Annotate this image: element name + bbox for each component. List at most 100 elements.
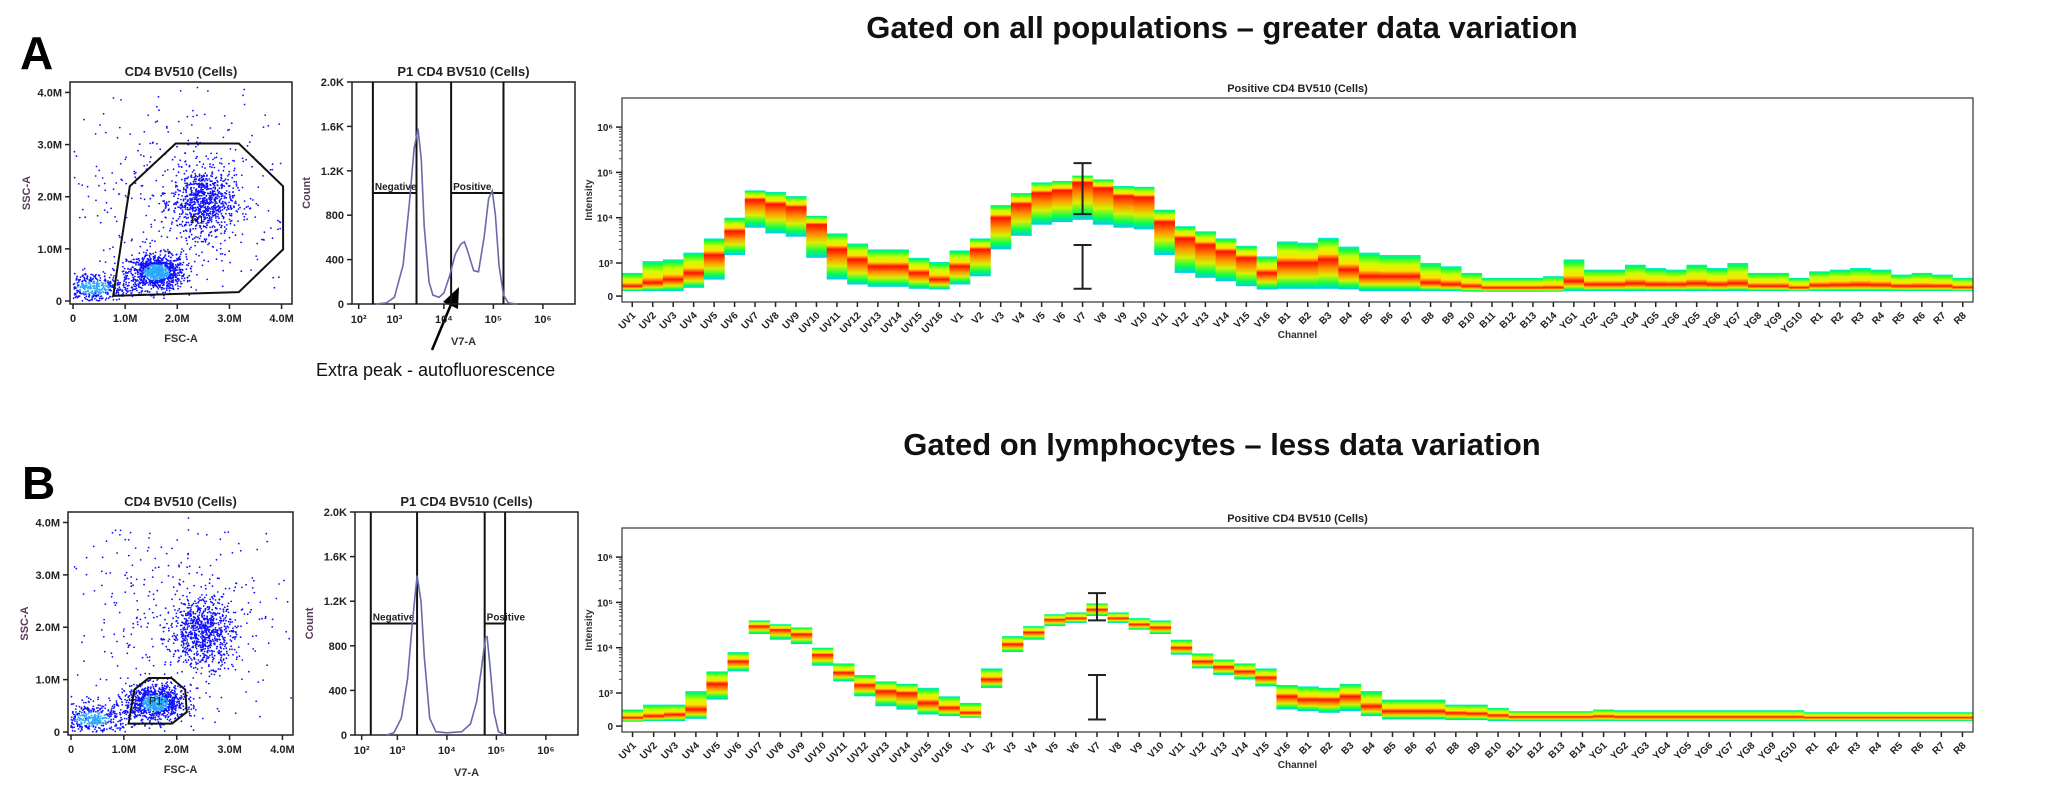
scatter-point: [201, 264, 204, 267]
scatter-point: [178, 659, 180, 662]
channel-label: V14: [1212, 310, 1233, 331]
scatter-point: [200, 200, 203, 203]
scatter-point: [125, 292, 128, 295]
scatter-point: [180, 202, 183, 205]
scatter-point: [146, 281, 149, 284]
scatter-point: [221, 285, 224, 288]
scatter-point: [90, 716, 93, 719]
scatter-point: [146, 164, 149, 166]
scatter-point: [216, 229, 218, 232]
scatter-point: [176, 185, 179, 188]
channel-label: V6: [1052, 310, 1069, 327]
scatter-point: [246, 145, 249, 147]
scatter-point: [178, 656, 180, 659]
x-tick-label: 10³: [386, 314, 402, 326]
scatter-point: [100, 291, 103, 294]
scatter-point: [152, 286, 155, 289]
scatter-point: [174, 717, 176, 720]
scatter-point: [133, 285, 136, 288]
scatter-point: [149, 278, 152, 281]
scatter-point: [185, 203, 188, 205]
scatter-point: [111, 705, 114, 707]
scatter-point: [152, 252, 155, 255]
scatter-point: [168, 268, 171, 271]
scatter-point: [207, 647, 210, 650]
scatter-point: [217, 213, 220, 216]
scatter-point: [102, 249, 105, 252]
scatter-point: [102, 722, 105, 725]
scatter-point: [180, 198, 182, 201]
scatter-point: [132, 266, 134, 268]
scatter-point: [233, 194, 236, 197]
scatter-point: [166, 277, 168, 279]
scatter-point: [119, 722, 122, 725]
scatter-point: [176, 713, 179, 715]
scatter-point: [222, 608, 225, 611]
scatter-point: [177, 120, 180, 123]
scatter-point: [158, 264, 161, 267]
scatter-point: [231, 621, 234, 623]
scatter-point: [199, 226, 202, 229]
scatter-point: [124, 278, 127, 280]
scatter-point: [225, 196, 227, 199]
scatter-point: [163, 690, 166, 693]
scatter-point: [206, 174, 208, 177]
scatter-point: [195, 198, 198, 201]
scatter-point: [137, 285, 140, 288]
scatter-point: [175, 174, 178, 177]
scatter-point: [203, 259, 206, 262]
scatter-point: [132, 273, 134, 276]
scatter-point: [221, 184, 224, 187]
scatter-point: [210, 615, 213, 617]
scatter-point: [196, 136, 199, 139]
scatter-point: [206, 201, 209, 204]
scatter-point: [168, 271, 171, 274]
y-tick-label: 10⁶: [597, 123, 613, 134]
scatter-point: [90, 298, 93, 301]
scatter-point: [116, 288, 119, 290]
channel-label: B10: [1457, 310, 1478, 331]
scatter-point: [208, 187, 211, 190]
scatter-point: [278, 276, 280, 279]
scatter-point: [235, 181, 238, 183]
scatter-point: [146, 690, 149, 692]
scatter-point: [208, 198, 211, 200]
scatter-point: [123, 710, 126, 712]
scatter-point: [77, 183, 80, 185]
gate-p1[interactable]: [112, 142, 285, 297]
scatter-point: [175, 705, 178, 707]
scatter-point: [200, 599, 203, 602]
scatter-point: [98, 282, 100, 285]
scatter-point: [158, 707, 160, 710]
scatter-point: [107, 284, 109, 287]
scatter-point: [109, 699, 111, 702]
scatter-point: [155, 709, 158, 712]
scatter-point: [262, 175, 264, 177]
scatter-point: [126, 711, 129, 714]
scatter-point: [129, 690, 131, 693]
scatter-point: [157, 257, 160, 260]
scatter-point: [167, 204, 170, 207]
scatter-point: [220, 212, 223, 215]
scatter-point: [186, 276, 189, 279]
scatter-point: [175, 279, 178, 282]
scatter-point: [232, 627, 234, 629]
scatter-point: [220, 226, 223, 229]
scatter-point: [181, 702, 184, 705]
scatter-point: [225, 190, 228, 192]
y-tick-label: 800: [326, 210, 344, 222]
scatter-point: [211, 207, 214, 210]
scatter-point: [169, 650, 172, 653]
scatter-point: [73, 726, 76, 729]
scatter-point: [110, 720, 112, 722]
scatter-point: [204, 641, 206, 643]
scatter-point: [96, 214, 99, 217]
scatter-point: [145, 238, 148, 241]
scatter-point: [212, 617, 215, 620]
scatter-point: [142, 155, 145, 158]
scatter-point: [90, 714, 93, 717]
scatter-point: [85, 293, 87, 296]
scatter-point: [197, 653, 200, 655]
scatter-point: [173, 700, 176, 703]
scatter-point: [183, 617, 186, 620]
